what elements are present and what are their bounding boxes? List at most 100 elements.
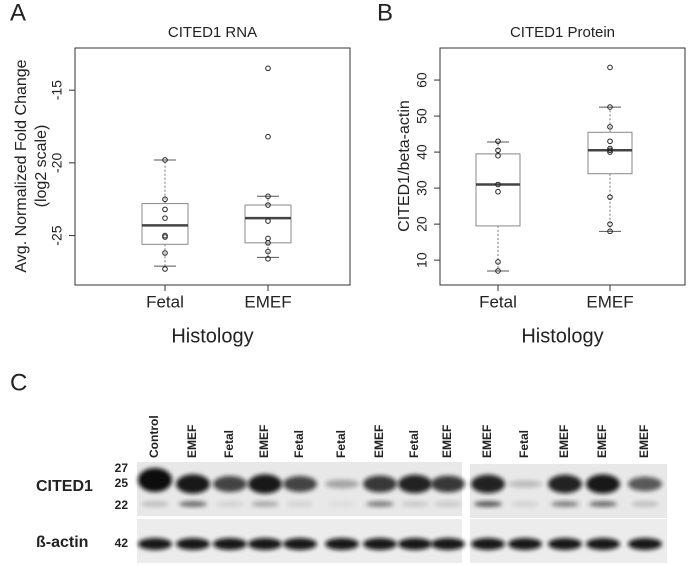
lane-label: Fetal: [334, 430, 348, 458]
lane-label: Fetal: [292, 430, 306, 458]
blot-band: [586, 474, 620, 494]
x-tick-label: EMEF: [586, 292, 633, 311]
blot-band: [548, 538, 582, 550]
lane-label: EMEF: [185, 425, 199, 458]
data-point: [495, 147, 501, 154]
blot-band: [213, 476, 247, 492]
data-point: [265, 65, 271, 72]
data-point: [162, 206, 168, 213]
blot-band: [251, 501, 279, 507]
data-point: [607, 149, 613, 155]
y-tick-label: 10: [414, 252, 430, 268]
blot-band: [363, 538, 397, 550]
y-axis-label: Avg. Normalized Fold Change: [13, 59, 30, 272]
lane-label: EMEF: [595, 425, 609, 458]
blot-band: [398, 474, 432, 494]
data-point: [265, 193, 271, 200]
x-tick-label: EMEF: [244, 292, 291, 311]
x-tick-label: Fetal: [479, 292, 517, 311]
plot-frame: [74, 47, 351, 286]
lane-label: EMEF: [440, 425, 454, 458]
blot-band: [508, 538, 542, 550]
data-point: [265, 248, 271, 255]
box: [244, 204, 292, 244]
blot-band: [248, 474, 282, 494]
blot-band: [471, 538, 505, 550]
y-axis-label: CITED1/beta-actin: [396, 100, 413, 232]
blot-band: [631, 501, 659, 507]
y-tick-label: 30: [414, 180, 430, 196]
blot-band: [328, 501, 356, 507]
data-point: [265, 240, 271, 246]
data-point: [607, 228, 613, 235]
blot-band: [213, 538, 247, 550]
marker-label: 25: [115, 476, 129, 490]
blot-band: [431, 475, 465, 493]
blot-band: [548, 474, 582, 494]
blot-band: [628, 476, 662, 492]
panel-label: B: [377, 0, 393, 26]
data-point: [607, 104, 613, 110]
blot-band: [511, 501, 539, 507]
blot-band: [176, 474, 210, 494]
data-point: [162, 250, 168, 256]
blot-band: [141, 501, 169, 507]
y-axis-label: (log2 scale): [33, 125, 50, 208]
x-axis-label: Histology: [521, 325, 603, 347]
y-tick-label: 40: [414, 144, 430, 160]
data-point: [162, 196, 168, 203]
panel-label: A: [10, 0, 26, 26]
x-axis-label: Histology: [171, 325, 253, 347]
blot-band: [628, 538, 662, 550]
chart-title: CITED1 RNA: [168, 24, 257, 41]
panel-label: C: [10, 369, 27, 396]
data-point: [495, 152, 501, 159]
y-tick-label: 50: [414, 108, 430, 124]
data-point: [265, 218, 271, 224]
lane-label: EMEF: [480, 425, 494, 458]
chart-title: CITED1 Protein: [510, 24, 615, 41]
data-point: [162, 157, 168, 163]
blot-band: [179, 501, 207, 507]
blot-band: [431, 538, 465, 550]
marker-label: 22: [115, 498, 129, 512]
lane-label: EMEF: [372, 425, 386, 458]
y-tick-label: -15: [49, 80, 65, 100]
data-point: [495, 181, 501, 188]
data-point: [607, 124, 613, 130]
blot-band: [325, 538, 359, 550]
x-tick-label: Fetal: [146, 292, 184, 311]
blot-band: [508, 480, 542, 488]
blot-band: [401, 501, 429, 507]
blot-band: [589, 501, 617, 507]
blot-band: [471, 474, 505, 494]
blot-band: [176, 538, 210, 550]
row-label: ß-actin: [36, 534, 88, 551]
marker-label: 42: [115, 536, 129, 550]
data-point: [607, 145, 613, 152]
blot-band: [586, 538, 620, 550]
lane-label: Fetal: [222, 430, 236, 458]
data-point: [265, 202, 271, 208]
blot-band: [248, 538, 282, 550]
lane-label: EMEF: [557, 425, 571, 458]
data-point: [265, 133, 271, 140]
lane-label: EMEF: [257, 425, 271, 458]
plot-frame: [439, 47, 686, 286]
blot-band: [283, 476, 317, 492]
data-point: [495, 259, 501, 265]
blot-band: [363, 475, 397, 493]
blot-band: [283, 538, 317, 550]
data-point: [607, 64, 613, 71]
blot-band: [474, 501, 502, 507]
data-point: [162, 215, 168, 221]
blot-band: [216, 501, 244, 507]
lane-label: Fetal: [407, 430, 421, 458]
blot-band: [138, 538, 172, 550]
data-point: [162, 234, 168, 240]
blot-panel: [137, 462, 667, 563]
blot-band: [551, 501, 579, 507]
blot-band: [398, 538, 432, 550]
data-point: [607, 138, 613, 145]
